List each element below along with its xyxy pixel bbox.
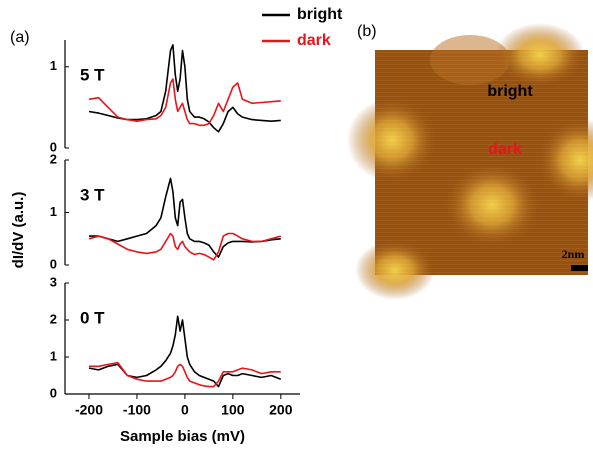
- y-axis-label: dI/dV (a.u.): [10, 192, 27, 269]
- image-label: bright: [487, 83, 533, 100]
- legend-label: bright: [297, 6, 343, 23]
- image-label: dark: [488, 141, 522, 158]
- series-line: [88, 44, 281, 133]
- series-line: [88, 232, 282, 261]
- y-tick-label: 0: [50, 385, 57, 400]
- scale-label: 2nm: [562, 247, 585, 261]
- y-tick-label: 2: [50, 311, 57, 326]
- y-tick-label: 2: [50, 151, 57, 166]
- field-label: 3 T: [80, 185, 105, 204]
- y-tick-label: 3: [50, 274, 57, 289]
- series-line: [89, 361, 281, 388]
- y-tick-label: 1: [50, 204, 57, 219]
- x-tick-label: 200: [269, 402, 293, 418]
- x-tick-label: -100: [123, 402, 151, 418]
- scan-lines: [375, 50, 588, 275]
- panel-label: (a): [10, 29, 30, 46]
- series-line: [88, 78, 281, 127]
- y-tick-label: 1: [50, 58, 57, 73]
- x-tick-label: 0: [181, 402, 189, 418]
- x-tick-label: 100: [221, 402, 245, 418]
- stm-image: bright dark 2nm: [347, 23, 593, 300]
- y-tick-label: 0: [50, 256, 57, 271]
- series-line: [88, 315, 282, 388]
- y-tick-label: 1: [50, 348, 57, 363]
- y-tick-label: 0: [50, 139, 57, 154]
- legend-label: dark: [297, 32, 331, 49]
- series-line: [89, 177, 281, 258]
- field-label: 0 T: [80, 308, 105, 327]
- scale-bar: [571, 265, 588, 271]
- x-axis-label: Sample bias (mV): [120, 428, 245, 445]
- panel-label: (b): [357, 23, 377, 40]
- x-tick-label: -200: [75, 402, 103, 418]
- field-label: 5 T: [80, 65, 105, 84]
